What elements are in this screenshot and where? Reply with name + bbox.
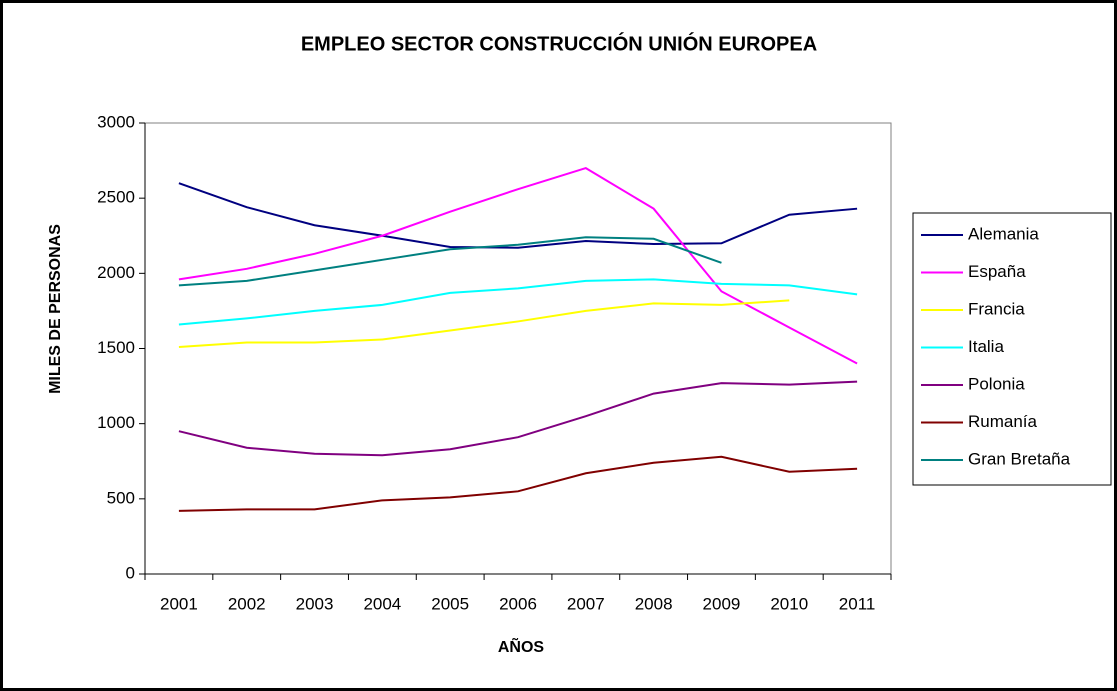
y-tick-label: 3000 [97, 112, 135, 131]
x-tick-label: 2011 [839, 594, 876, 613]
x-axis-label: AÑOS [498, 636, 545, 656]
series-line [178, 236, 722, 287]
series-line [178, 299, 790, 348]
x-tick-label: 2001 [160, 594, 198, 613]
chart-title: EMPLEO SECTOR CONSTRUCCIÓN UNIÓN EUROPEA [301, 31, 817, 55]
x-tick-label: 2002 [228, 594, 266, 613]
legend [912, 212, 1112, 486]
y-tick-label: 500 [107, 488, 135, 507]
x-tick-label: 2004 [363, 594, 401, 613]
y-axis-label: MILES DE PERSONAS [47, 224, 64, 394]
legend-label: Polonia [968, 374, 1025, 393]
legend-label: Rumanía [968, 412, 1038, 431]
plot-area [144, 122, 892, 575]
legend-label: Alemania [968, 224, 1039, 243]
x-tick-label: 2006 [499, 594, 537, 613]
y-tick-label: 2500 [97, 188, 135, 207]
x-tick-label: 2005 [431, 594, 469, 613]
y-tick-label: 0 [126, 563, 135, 582]
x-tick-label: 2003 [296, 594, 334, 613]
series-line [178, 380, 858, 457]
series-line [178, 278, 858, 326]
series-line [178, 182, 858, 249]
series-line [178, 455, 858, 512]
legend-label: Italia [968, 337, 1004, 356]
x-tick-label: 2010 [770, 594, 808, 613]
y-tick-label: 2000 [97, 263, 135, 282]
y-tick-label: 1000 [97, 413, 135, 432]
legend-label: Gran Bretaña [968, 449, 1071, 468]
legend-label: España [968, 262, 1026, 281]
y-tick-label: 1500 [97, 338, 135, 357]
legend-label: Francia [968, 299, 1025, 318]
x-tick-label: 2008 [635, 594, 673, 613]
x-tick-label: 2009 [703, 594, 741, 613]
x-tick-label: 2007 [567, 594, 605, 613]
